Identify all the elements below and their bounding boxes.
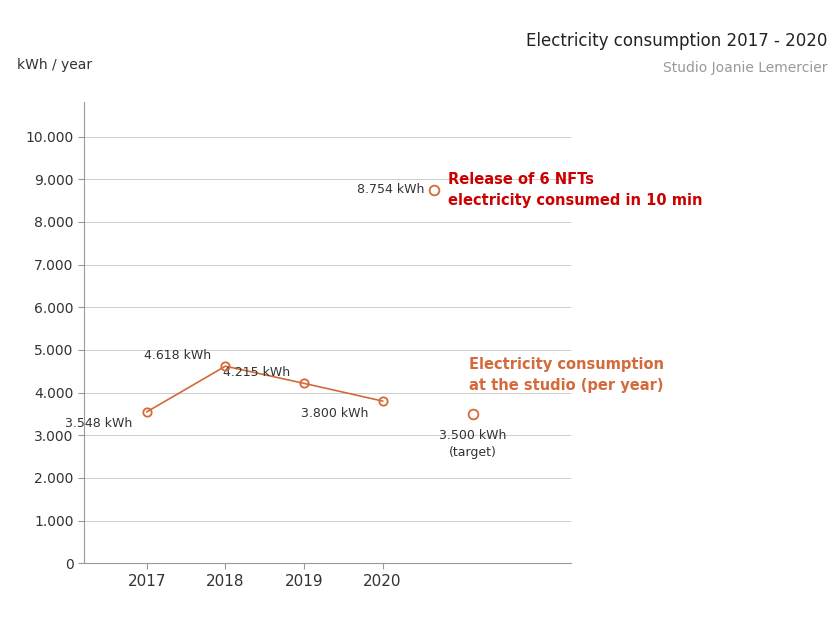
Text: Electricity consumption
at the studio (per year): Electricity consumption at the studio (p… (469, 358, 664, 394)
Text: kWh / year: kWh / year (17, 58, 92, 72)
Text: 4.618 kWh: 4.618 kWh (144, 349, 212, 362)
Text: 3.548 kWh: 3.548 kWh (66, 417, 133, 430)
Text: 4.215 kWh: 4.215 kWh (223, 366, 290, 379)
Text: 3.500 kWh
(target): 3.500 kWh (target) (439, 429, 507, 459)
Text: 3.800 kWh: 3.800 kWh (301, 406, 369, 419)
Text: Studio Joanie Lemercier: Studio Joanie Lemercier (663, 61, 827, 75)
Text: 8.754 kWh: 8.754 kWh (357, 183, 424, 196)
Text: Release of 6 NFTs
electricity consumed in 10 min: Release of 6 NFTs electricity consumed i… (448, 172, 702, 208)
Text: Electricity consumption 2017 - 2020: Electricity consumption 2017 - 2020 (526, 32, 827, 50)
